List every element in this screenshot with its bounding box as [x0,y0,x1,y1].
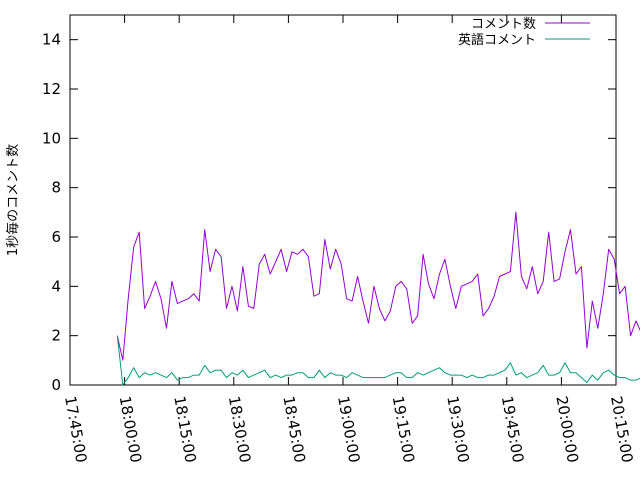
series-lines [116,211,640,386]
y-tick-label: 10 [42,129,61,147]
legend-label-1: 英語コメント [458,32,536,48]
series-line-0 [116,211,640,361]
y-tick-label: 8 [51,179,61,197]
y-axis-ticks: 0 2 4 6 8 10 12 14 [42,31,616,394]
series-line-1 [116,335,640,386]
y-axis-label: 1秒毎のコメント数 [5,144,21,256]
y-tick-label: 12 [42,80,61,98]
legend-label-0: コメント数 [471,17,536,32]
y-tick-label: 6 [51,228,61,246]
y-tick-label: 0 [51,376,61,394]
y-tick-label: 2 [51,327,61,345]
y-tick-label: 14 [42,31,61,49]
y-tick-label: 4 [51,277,61,295]
